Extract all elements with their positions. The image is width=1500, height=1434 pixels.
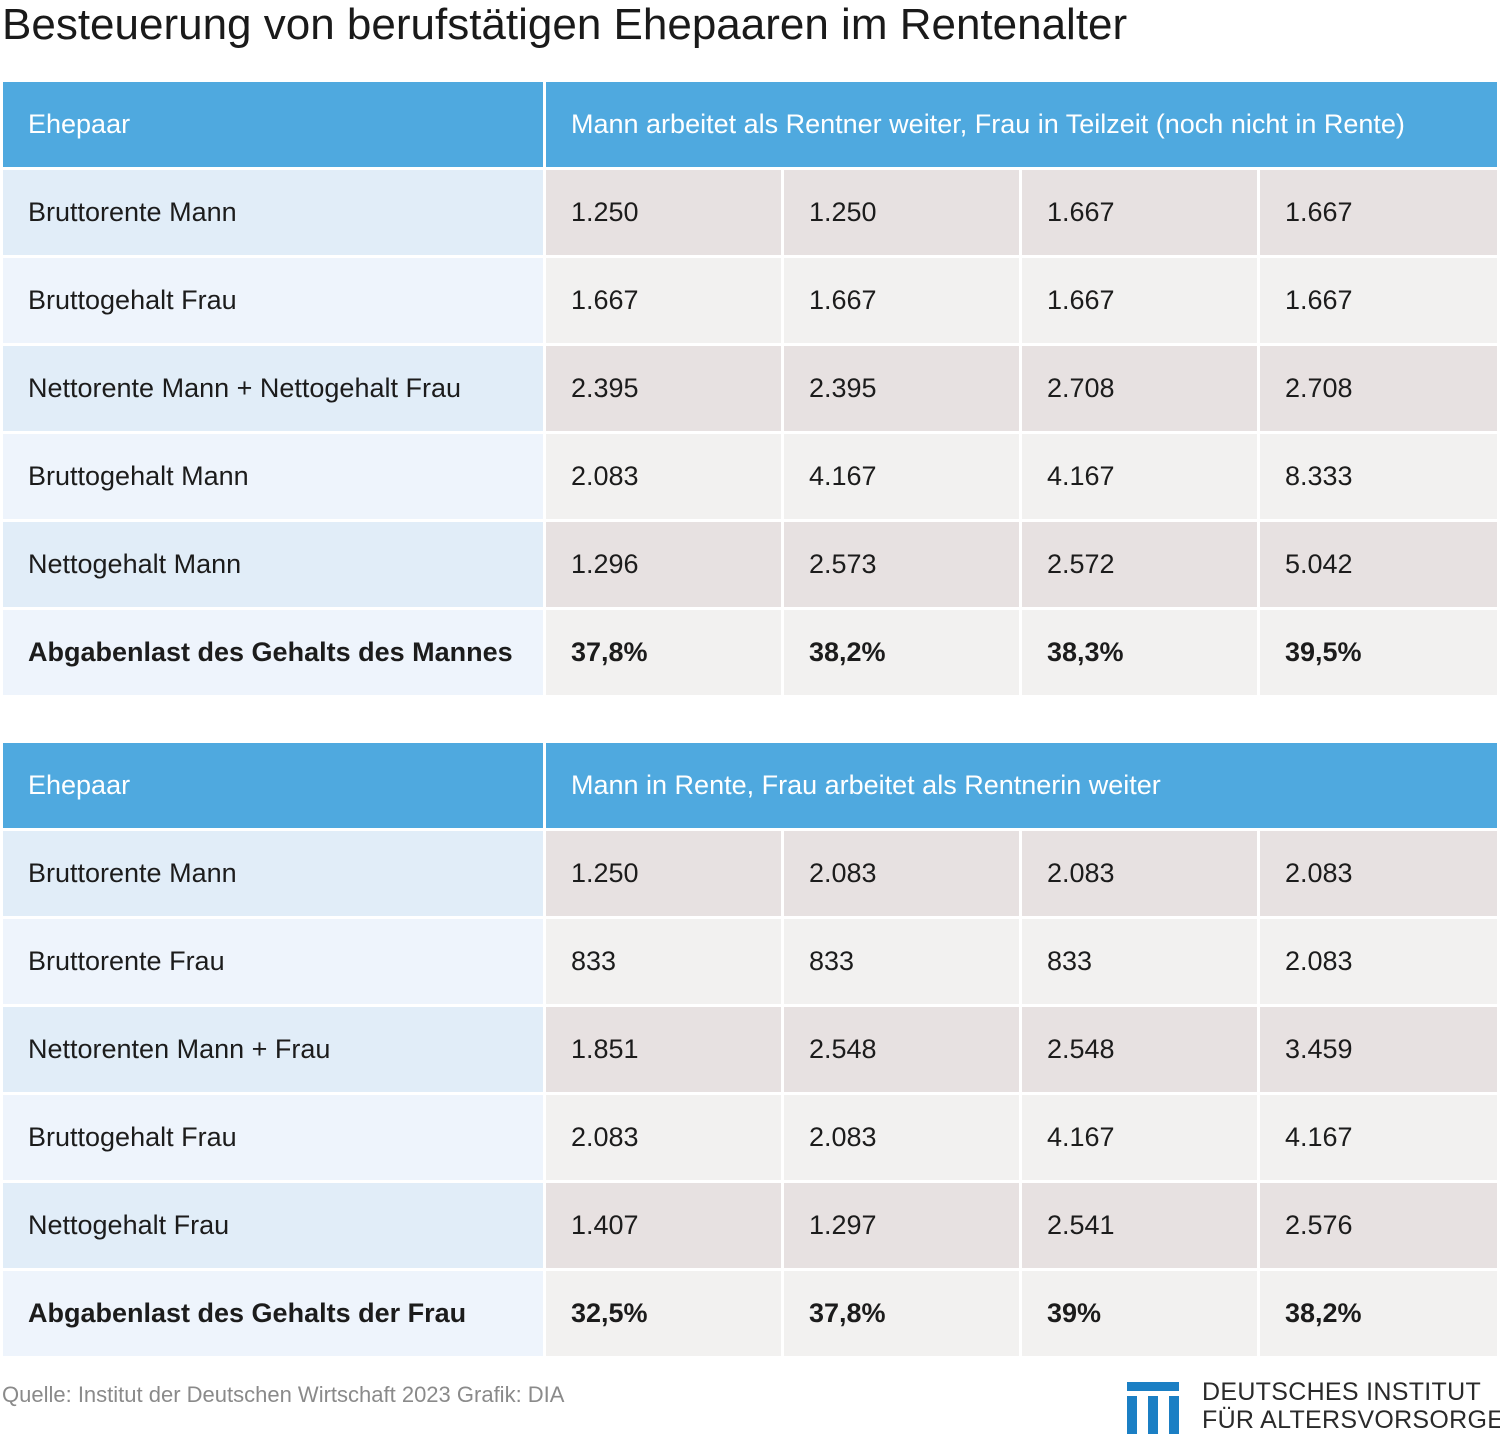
header-label: Ehepaar: [3, 743, 546, 831]
row-label: Nettorenten Mann + Frau: [3, 1007, 546, 1095]
table-row: Nettorenten Mann + Frau 1.851 2.548 2.54…: [3, 1007, 1497, 1095]
table-header: Ehepaar Mann in Rente, Frau arbeitet als…: [3, 743, 1497, 831]
row-label: Nettogehalt Mann: [3, 522, 546, 610]
value-cell: 2.548: [1022, 1007, 1260, 1095]
page-title: Besteuerung von berufstätigen Ehepaaren …: [2, 0, 1128, 49]
value-cell: 4.167: [1022, 434, 1260, 522]
table-2: Ehepaar Mann in Rente, Frau arbeitet als…: [3, 743, 1497, 1359]
value-cell: 2.083: [1260, 919, 1497, 1007]
table-row-total: Abgabenlast des Gehalts des Mannes 37,8%…: [3, 610, 1497, 698]
value-cell: 1.250: [784, 170, 1022, 258]
row-label: Abgabenlast des Gehalts der Frau: [3, 1271, 546, 1359]
value-cell: 2.573: [784, 522, 1022, 610]
value-cell: 39,5%: [1260, 610, 1497, 698]
value-cell: 2.708: [1022, 346, 1260, 434]
value-cell: 1.667: [784, 258, 1022, 346]
header-scenario: Mann in Rente, Frau arbeitet als Rentner…: [546, 743, 1497, 831]
value-cell: 38,2%: [784, 610, 1022, 698]
row-label: Bruttorente Mann: [3, 831, 546, 919]
value-cell: 1.667: [1260, 258, 1497, 346]
header-label: Ehepaar: [3, 82, 546, 170]
value-cell: 1.297: [784, 1183, 1022, 1271]
value-cell: 37,8%: [784, 1271, 1022, 1359]
value-cell: 37,8%: [546, 610, 784, 698]
value-cell: 2.083: [784, 1095, 1022, 1183]
table-row: Bruttogehalt Mann 2.083 4.167 4.167 8.33…: [3, 434, 1497, 522]
header-scenario: Mann arbeitet als Rentner weiter, Frau i…: [546, 82, 1497, 170]
table-header: Ehepaar Mann arbeitet als Rentner weiter…: [3, 82, 1497, 170]
value-cell: 4.167: [1260, 1095, 1497, 1183]
value-cell: 833: [546, 919, 784, 1007]
table-row: Nettorente Mann + Nettogehalt Frau 2.395…: [3, 346, 1497, 434]
value-cell: 2.395: [784, 346, 1022, 434]
row-label: Abgabenlast des Gehalts des Mannes: [3, 610, 546, 698]
value-cell: 8.333: [1260, 434, 1497, 522]
row-label: Bruttogehalt Mann: [3, 434, 546, 522]
value-cell: 2.083: [1260, 831, 1497, 919]
value-cell: 1.250: [546, 170, 784, 258]
value-cell: 1.667: [546, 258, 784, 346]
table-1: Ehepaar Mann arbeitet als Rentner weiter…: [3, 82, 1497, 698]
logo-text: DEUTSCHES INSTITUT FÜR ALTERSVORSORGE: [1202, 1378, 1500, 1434]
table-row: Bruttorente Mann 1.250 1.250 1.667 1.667: [3, 170, 1497, 258]
value-cell: 833: [1022, 919, 1260, 1007]
dia-logo-icon: [1127, 1382, 1179, 1434]
value-cell: 3.459: [1260, 1007, 1497, 1095]
value-cell: 38,3%: [1022, 610, 1260, 698]
value-cell: 39%: [1022, 1271, 1260, 1359]
value-cell: 2.572: [1022, 522, 1260, 610]
dia-logo: DEUTSCHES INSTITUT FÜR ALTERSVORSORGE: [1127, 1378, 1500, 1434]
logo-line-1: DEUTSCHES INSTITUT: [1202, 1378, 1482, 1406]
table-row: Bruttorente Mann 1.250 2.083 2.083 2.083: [3, 831, 1497, 919]
row-label: Bruttorente Mann: [3, 170, 546, 258]
table-row: Bruttogehalt Frau 2.083 2.083 4.167 4.16…: [3, 1095, 1497, 1183]
row-label: Bruttogehalt Frau: [3, 1095, 546, 1183]
table-row: Nettogehalt Mann 1.296 2.573 2.572 5.042: [3, 522, 1497, 610]
value-cell: 1.667: [1022, 170, 1260, 258]
logo-line-2: FÜR ALTERSVORSORGE: [1202, 1406, 1500, 1434]
row-label: Bruttorente Frau: [3, 919, 546, 1007]
value-cell: 1.250: [546, 831, 784, 919]
value-cell: 2.083: [784, 831, 1022, 919]
value-cell: 1.296: [546, 522, 784, 610]
row-label: Nettogehalt Frau: [3, 1183, 546, 1271]
value-cell: 1.667: [1260, 170, 1497, 258]
value-cell: 4.167: [784, 434, 1022, 522]
source-note: Quelle: Institut der Deutschen Wirtschaf…: [2, 1382, 565, 1407]
table-row: Bruttogehalt Frau 1.667 1.667 1.667 1.66…: [3, 258, 1497, 346]
value-cell: 4.167: [1022, 1095, 1260, 1183]
value-cell: 2.083: [546, 1095, 784, 1183]
value-cell: 2.083: [1022, 831, 1260, 919]
value-cell: 2.708: [1260, 346, 1497, 434]
value-cell: 1.851: [546, 1007, 784, 1095]
value-cell: 2.395: [546, 346, 784, 434]
value-cell: 833: [784, 919, 1022, 1007]
table-row-total: Abgabenlast des Gehalts der Frau 32,5% 3…: [3, 1271, 1497, 1359]
value-cell: 1.407: [546, 1183, 784, 1271]
row-label: Nettorente Mann + Nettogehalt Frau: [3, 346, 546, 434]
row-label: Bruttogehalt Frau: [3, 258, 546, 346]
value-cell: 2.541: [1022, 1183, 1260, 1271]
table-row: Bruttorente Frau 833 833 833 2.083: [3, 919, 1497, 1007]
value-cell: 2.083: [546, 434, 784, 522]
value-cell: 5.042: [1260, 522, 1497, 610]
value-cell: 2.548: [784, 1007, 1022, 1095]
value-cell: 38,2%: [1260, 1271, 1497, 1359]
value-cell: 1.667: [1022, 258, 1260, 346]
value-cell: 32,5%: [546, 1271, 784, 1359]
table-row: Nettogehalt Frau 1.407 1.297 2.541 2.576: [3, 1183, 1497, 1271]
value-cell: 2.576: [1260, 1183, 1497, 1271]
